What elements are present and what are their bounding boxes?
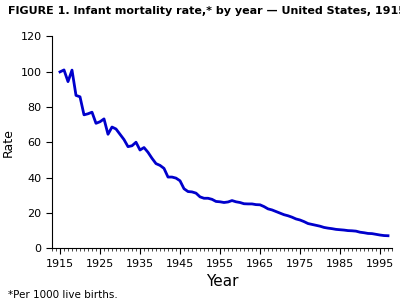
Y-axis label: Rate: Rate	[2, 128, 15, 157]
Text: *Per 1000 live births.: *Per 1000 live births.	[8, 290, 118, 300]
X-axis label: Year: Year	[206, 275, 238, 289]
Text: FIGURE 1. Infant mortality rate,* by year — United States, 1915–1997: FIGURE 1. Infant mortality rate,* by yea…	[8, 6, 400, 16]
